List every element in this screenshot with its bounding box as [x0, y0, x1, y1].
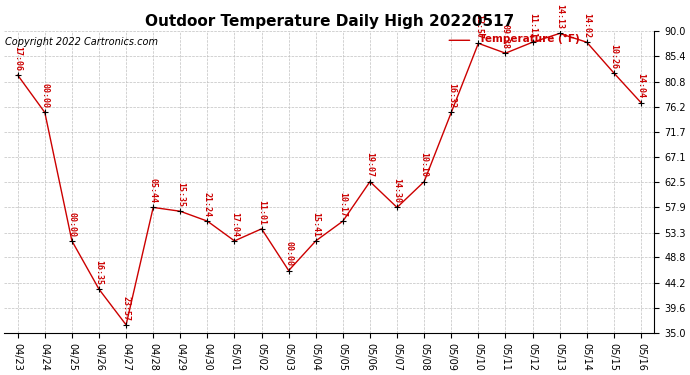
Text: 09:38: 09:38 [501, 24, 510, 49]
Text: 17:06: 17:06 [13, 46, 22, 71]
Text: 10:10: 10:10 [420, 153, 428, 177]
Text: 12:57: 12:57 [474, 14, 483, 39]
Text: 00:00: 00:00 [40, 83, 49, 108]
Text: 11:11: 11:11 [528, 13, 537, 38]
Text: 15:41: 15:41 [311, 212, 320, 237]
Text: 14:02: 14:02 [582, 13, 591, 38]
Text: 10:26: 10:26 [609, 44, 618, 69]
Text: 17:04: 17:04 [230, 212, 239, 237]
Text: 14:13: 14:13 [555, 4, 564, 29]
Text: 00:00: 00:00 [284, 242, 293, 266]
Text: 19:07: 19:07 [366, 153, 375, 177]
Text: 00:00: 00:00 [68, 212, 77, 237]
Title: Outdoor Temperature Daily High 20220517: Outdoor Temperature Daily High 20220517 [145, 13, 514, 28]
Text: 10:17: 10:17 [338, 192, 347, 217]
Text: 16:35: 16:35 [95, 260, 103, 285]
Text: Copyright 2022 Cartronics.com: Copyright 2022 Cartronics.com [6, 37, 159, 47]
Text: 14:04: 14:04 [636, 74, 645, 98]
Text: 11:01: 11:01 [257, 200, 266, 225]
Text: 05:44: 05:44 [149, 178, 158, 203]
Text: 15:35: 15:35 [176, 182, 185, 207]
Text: Temperature (°F): Temperature (°F) [479, 34, 580, 44]
Text: 21:24: 21:24 [203, 192, 212, 217]
Text: 14:30: 14:30 [393, 178, 402, 203]
Text: 16:32: 16:32 [446, 83, 456, 108]
Text: 23:57: 23:57 [121, 296, 130, 321]
